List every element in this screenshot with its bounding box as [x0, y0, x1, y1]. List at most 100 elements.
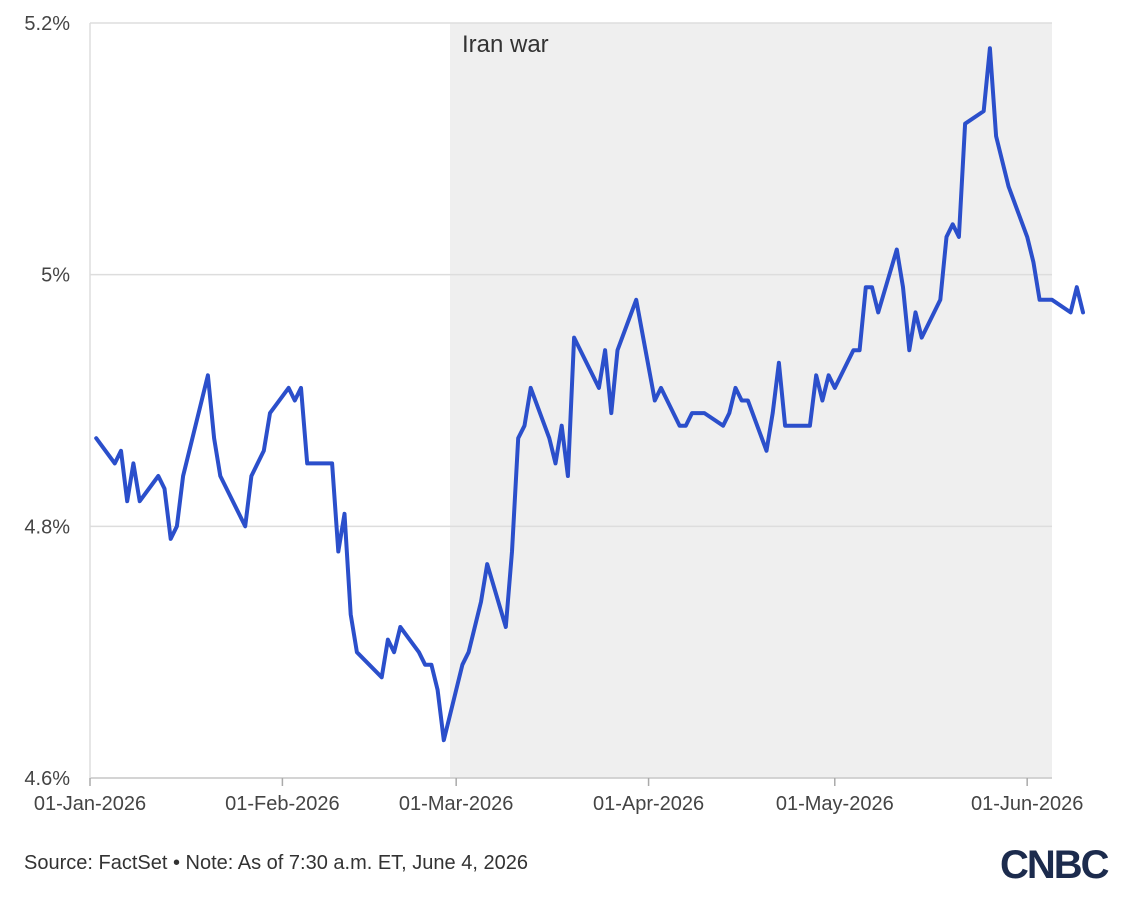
data-point	[1025, 235, 1029, 239]
data-point	[336, 550, 340, 553]
data-point	[858, 348, 862, 352]
data-point	[293, 399, 297, 402]
data-point	[442, 738, 446, 742]
data-point	[175, 524, 179, 528]
data-point	[957, 235, 961, 239]
y-tick-label: 5%	[41, 265, 70, 287]
data-point	[591, 373, 595, 377]
data-point	[522, 424, 526, 428]
data-point	[479, 600, 483, 604]
data-point	[504, 625, 508, 629]
data-point	[963, 122, 967, 126]
data-point	[249, 474, 253, 478]
iran-war-annotation: Iran war	[462, 31, 549, 58]
data-point	[777, 361, 781, 365]
data-point	[510, 550, 514, 553]
data-point	[423, 663, 427, 667]
data-point	[653, 399, 657, 402]
data-point	[516, 436, 520, 440]
data-point	[181, 474, 185, 478]
data-point	[702, 411, 706, 415]
x-tick-label: 01-Apr-2026	[593, 793, 704, 815]
x-tick-label: 01-Jan-2026	[34, 793, 146, 815]
data-point	[920, 336, 924, 340]
x-tick-label: 01-Feb-2026	[225, 793, 340, 815]
data-point	[560, 424, 564, 428]
data-point	[386, 638, 390, 642]
data-point	[659, 386, 663, 390]
y-tick-label: 5.2%	[24, 13, 70, 35]
data-point	[740, 399, 744, 402]
data-point	[460, 663, 464, 667]
data-point	[553, 461, 557, 465]
x-tick-label: 01-Jun-2026	[971, 793, 1083, 815]
data-point	[1069, 310, 1073, 314]
data-point	[125, 499, 129, 503]
data-point	[1031, 260, 1035, 264]
data-point	[944, 235, 948, 239]
data-point	[876, 310, 880, 314]
data-point	[616, 348, 620, 352]
data-point	[436, 688, 440, 692]
series-group	[94, 46, 1085, 743]
data-point	[330, 461, 334, 465]
data-point	[727, 411, 731, 415]
x-axis: 01-Jan-2026 01-Feb-2026 01-Mar-2026 01-Apr-…	[34, 777, 1083, 815]
source-note: Source: FactSet • Note: As of 7:30 a.m. …	[24, 852, 528, 874]
y-axis: 4.6% 4.8% 5% 5.2%	[24, 13, 91, 790]
data-point	[355, 650, 359, 654]
data-point	[398, 625, 402, 629]
data-point	[820, 399, 824, 402]
data-point	[380, 675, 384, 679]
data-point	[994, 134, 998, 138]
x-tick-label: 01-May-2026	[776, 793, 894, 815]
data-point	[827, 373, 831, 377]
data-point	[864, 285, 868, 289]
data-point	[684, 424, 688, 428]
data-point	[938, 298, 942, 302]
data-point	[1044, 298, 1048, 302]
svg-text:CNBC: CNBC	[1000, 844, 1109, 884]
data-point	[733, 386, 737, 390]
data-point	[895, 248, 899, 251]
data-point	[268, 411, 272, 415]
data-point	[305, 461, 309, 465]
data-point	[262, 449, 266, 453]
data-point	[1075, 285, 1079, 289]
data-point	[603, 348, 607, 352]
data-point	[156, 474, 160, 478]
data-point	[572, 336, 576, 340]
data-point	[951, 222, 955, 226]
data-point	[597, 386, 601, 390]
data-point	[212, 436, 216, 440]
data-point	[206, 373, 210, 377]
data-point	[609, 411, 613, 415]
data-point	[988, 46, 992, 50]
data-point	[1050, 298, 1054, 302]
data-point	[690, 411, 694, 415]
data-point	[243, 524, 247, 528]
data-point	[429, 663, 433, 667]
x-tick-label: 01-Mar-2026	[399, 793, 514, 815]
data-point	[287, 386, 291, 390]
data-point	[529, 386, 533, 390]
data-point	[162, 487, 166, 491]
data-point	[417, 650, 421, 654]
data-point	[342, 512, 346, 516]
data-point	[907, 348, 911, 352]
data-point	[901, 285, 905, 289]
data-point	[131, 461, 135, 465]
iran-war-shaded-region	[449, 23, 1052, 778]
data-point	[1081, 310, 1085, 314]
data-point	[485, 562, 489, 566]
data-point	[94, 436, 98, 440]
data-point	[808, 424, 812, 428]
data-point	[467, 650, 471, 654]
data-point	[547, 436, 551, 440]
y-tick-label: 4.6%	[24, 768, 70, 790]
data-point	[696, 411, 700, 415]
cnbc-logo-mark: CNBC	[1000, 843, 1111, 887]
data-point	[765, 449, 769, 453]
data-point	[833, 386, 837, 390]
data-point	[113, 461, 117, 465]
